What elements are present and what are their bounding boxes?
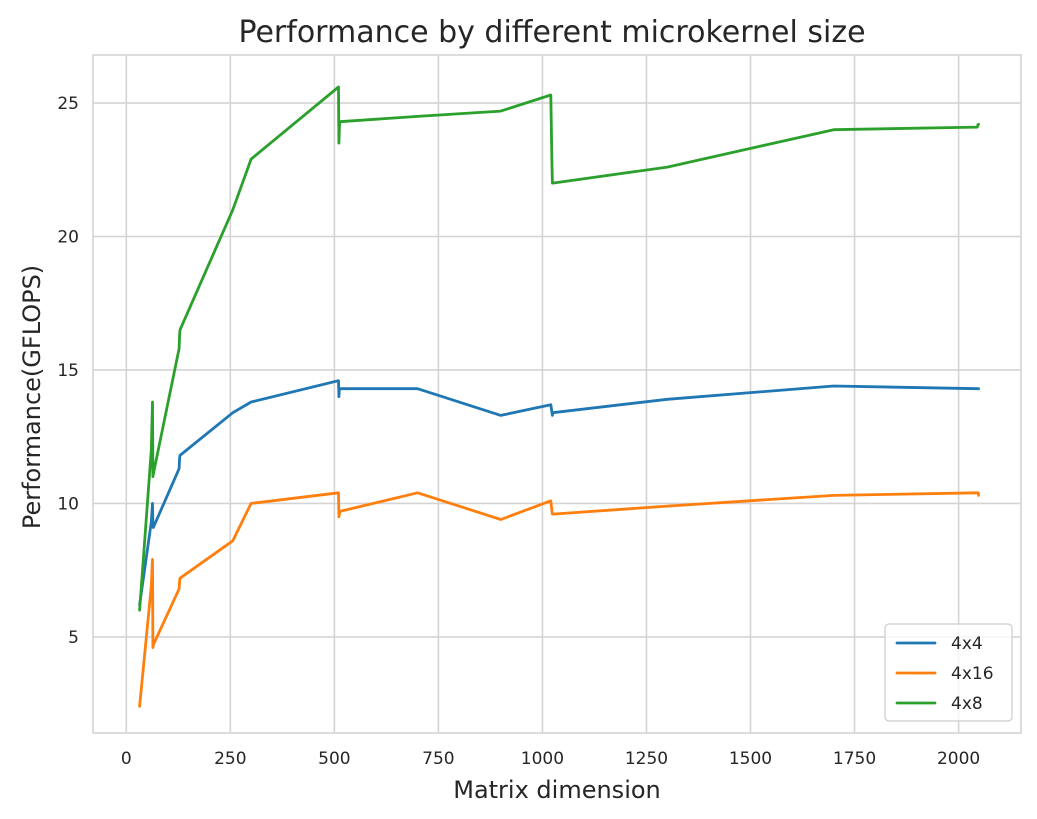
x-tick-label-1000: 1000 — [521, 749, 564, 769]
legend-label-4x16: 4x16 — [951, 664, 994, 684]
series-line-4x16 — [138, 491, 980, 708]
x-tick-label-250: 250 — [214, 749, 246, 769]
grid-lines — [93, 55, 1021, 733]
legend-box — [884, 623, 1013, 722]
x-axis-label: Matrix dimension — [453, 776, 661, 804]
chart-title: Performance by different microkernel siz… — [238, 15, 865, 50]
y-tick-label-5: 5 — [68, 628, 79, 648]
legend: 4x4 4x16 4x8 — [884, 623, 1013, 722]
x-tick-label-1500: 1500 — [729, 749, 772, 769]
y-tick-label-10: 10 — [57, 494, 79, 514]
legend-label-4x4: 4x4 — [951, 634, 983, 654]
y-tick-label-20: 20 — [57, 228, 79, 248]
x-tick-label-500: 500 — [318, 749, 350, 769]
plot-area-frame — [92, 54, 1022, 734]
tick-labels: 0 250 500 750 1000 1250 1500 1750 2000 5 10 15 20 25 — [57, 94, 980, 769]
legend-label-4x8: 4x8 — [951, 694, 983, 714]
y-axis-label: Performance(GFLOPS) — [18, 265, 46, 529]
x-tick-label-1750: 1750 — [833, 749, 876, 769]
series-lines — [138, 85, 980, 708]
series-line-4x4 — [138, 379, 980, 607]
y-tick-label-25: 25 — [57, 94, 79, 114]
series-line-4x8 — [138, 85, 980, 612]
x-tick-label-2000: 2000 — [937, 749, 980, 769]
x-tick-label-750: 750 — [422, 749, 454, 769]
x-tick-label-1250: 1250 — [625, 749, 668, 769]
y-tick-label-15: 15 — [57, 361, 79, 381]
x-tick-label-0: 0 — [121, 749, 132, 769]
